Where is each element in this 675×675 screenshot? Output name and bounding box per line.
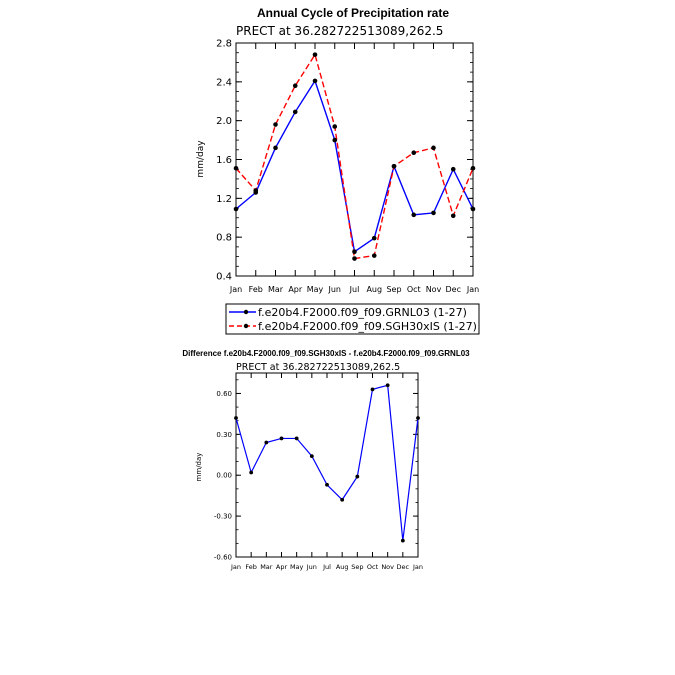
- top-series-1-point: [352, 249, 357, 255]
- top-series-1-point: [470, 206, 476, 212]
- top-series-2-point: [233, 165, 239, 171]
- bottom-ytick-label: 0.00: [216, 472, 232, 480]
- top-xtick-label: Oct: [407, 285, 421, 294]
- bottom-series-1-point: [340, 497, 345, 502]
- bottom-xtick-label: Jan: [412, 563, 423, 571]
- top-xtick-label: Jan: [229, 285, 242, 294]
- bottom-xtick-label: Oct: [367, 563, 379, 571]
- bottom-xtick-label: Apr: [276, 563, 288, 571]
- legend-label-1: f.e20b4.F2000.f09_f09.GRNL03 (1-27): [258, 306, 467, 319]
- bottom-chart-subtitle: PRECT at 36.282722513089,262.5: [236, 362, 400, 373]
- top-xtick-label: Jan: [466, 285, 479, 294]
- bottom-ytick-label: 0.30: [216, 431, 232, 439]
- bottom-xtick-label: Jul: [322, 563, 331, 571]
- bottom-ytick-label: -0.60: [214, 553, 232, 561]
- top-series-2-point: [352, 256, 357, 261]
- bottom-series-1-point: [264, 440, 269, 445]
- bottom-series-1-point: [279, 436, 284, 441]
- top-series-2-point: [273, 122, 278, 127]
- top-ytick-label: 1.6: [216, 155, 232, 166]
- top-chart-title: Annual Cycle of Precipitation rate: [257, 6, 449, 20]
- legend-item-2: f.e20b4.F2000.f09_f09.SGH30xIS (1-27): [229, 320, 477, 333]
- top-series-1-point: [450, 166, 456, 172]
- top-ytick-label: 2.0: [216, 116, 232, 127]
- top-xtick-label: Dec: [446, 285, 461, 294]
- top-xtick-label: Sep: [386, 285, 401, 294]
- bottom-xtick-label: Jun: [306, 563, 317, 571]
- bottom-ytick-label: -0.30: [214, 513, 232, 521]
- top-chart-subtitle: PRECT at 36.282722513089,262.5: [236, 24, 443, 38]
- top-plot-frame: [235, 42, 474, 277]
- top-series-1-point: [292, 109, 298, 115]
- bottom-xtick-label: Mar: [260, 563, 273, 571]
- top-series-2-point: [450, 213, 456, 219]
- top-series-2-point: [391, 163, 397, 169]
- bottom-series-1-point: [370, 387, 375, 392]
- bottom-series-1-point: [355, 474, 360, 479]
- top-legend: f.e20b4.F2000.f09_f09.GRNL03 (1-27) f.e2…: [225, 303, 480, 335]
- top-series-2-point: [470, 165, 476, 171]
- top-ytick-label: 0.8: [216, 233, 232, 244]
- bottom-series-1-point: [309, 454, 314, 459]
- bottom-series-1-point: [294, 436, 299, 441]
- bottom-series-1-point: [385, 383, 390, 388]
- bottom-series-1-line: [235, 384, 419, 541]
- top-series-1-point: [233, 206, 239, 212]
- bottom-xtick-label: Dec: [397, 563, 410, 571]
- top-series-1-point: [273, 145, 278, 151]
- top-chart-ylabel: mm/day: [196, 140, 206, 178]
- top-series-2-point: [411, 150, 417, 156]
- bottom-plot-area: -0.60 -0.30 0.00 0.30 0.60 Jan Feb Mar Apr May Jun…: [214, 373, 423, 571]
- top-xtick-label: Apr: [288, 285, 303, 294]
- top-series-1-point: [332, 137, 338, 143]
- bottom-series-1-point: [234, 416, 238, 420]
- top-series-2-point: [371, 253, 377, 258]
- bottom-chart-ylabel: mm/day: [195, 453, 203, 482]
- bottom-xtick-label: Nov: [381, 563, 394, 571]
- top-xtick-label: Jul: [349, 285, 360, 294]
- top-xtick-label: May: [307, 285, 324, 294]
- bottom-xtick-label: May: [290, 563, 304, 571]
- top-series-1-point: [411, 212, 417, 218]
- legend-label-2: f.e20b4.F2000.f09_f09.SGH30xIS (1-27): [258, 320, 477, 333]
- bottom-ytick-label: 0.60: [216, 390, 232, 398]
- top-ytick-label: 0.4: [216, 272, 232, 283]
- bottom-series-1-point: [416, 416, 420, 420]
- top-xtick-label: Jun: [328, 285, 342, 294]
- top-series-1-point: [431, 210, 436, 216]
- legend-marker-2: [243, 323, 249, 329]
- bottom-xtick-label: Feb: [245, 563, 257, 571]
- top-series-2-point: [332, 124, 338, 129]
- top-xtick-label: Nov: [426, 285, 442, 294]
- top-series-2-point: [292, 83, 298, 89]
- top-plot-area: 0.4 0.8 1.2 1.6 2.0 2.4 2.8 Jan Feb Mar Apr May Jun J…: [216, 39, 479, 295]
- legend-item-1: f.e20b4.F2000.f09_f09.GRNL03 (1-27): [229, 306, 467, 319]
- bottom-series-1-point: [249, 470, 254, 475]
- bottom-plot-frame: [235, 372, 419, 558]
- top-series-2-point: [312, 52, 318, 57]
- top-xtick-label: Mar: [268, 285, 284, 294]
- top-ytick-label: 2.8: [216, 39, 232, 50]
- bottom-xtick-label: Sep: [351, 563, 363, 571]
- legend-frame: [225, 303, 480, 335]
- top-ytick-label: 2.4: [216, 77, 232, 88]
- bottom-series-1-point: [400, 538, 405, 543]
- top-series-1-point: [312, 78, 318, 84]
- legend-marker-1: [243, 309, 249, 315]
- top-series-2-point: [431, 145, 436, 151]
- top-series-1-point: [371, 235, 377, 241]
- top-series-2-point: [253, 188, 259, 193]
- top-xtick-label: Aug: [366, 285, 382, 294]
- bottom-xtick-label: Aug: [336, 563, 349, 571]
- top-ytick-label: 1.2: [216, 194, 232, 205]
- top-xtick-label: Feb: [249, 285, 263, 294]
- bottom-series-1-point: [325, 482, 329, 487]
- top-series-1-line: [235, 79, 474, 253]
- bottom-chart-title: Difference f.e20b4.F2000.f09_f09.SGH30xI…: [182, 349, 470, 358]
- bottom-xtick-label: Jan: [230, 563, 241, 571]
